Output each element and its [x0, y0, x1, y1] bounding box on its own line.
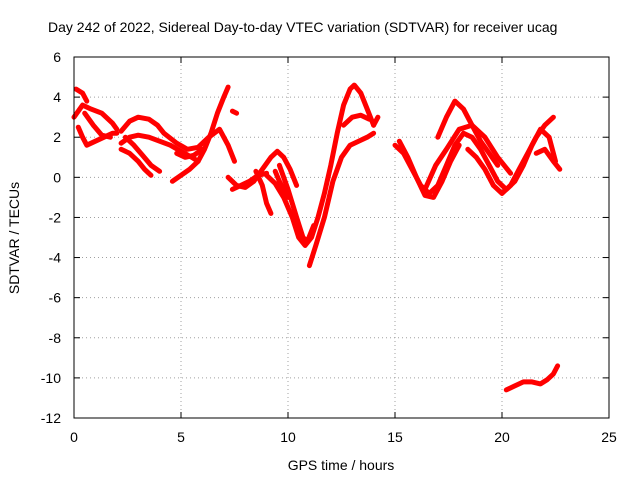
- y-tick-label: 6: [53, 49, 61, 65]
- y-tick-label: 2: [53, 129, 61, 145]
- series-track-w: [435, 98, 501, 168]
- series-track-r: [306, 130, 377, 269]
- y-tick-label: -12: [41, 410, 61, 426]
- series-track-o: [272, 168, 291, 200]
- series-track-low: [503, 363, 561, 393]
- series-track-p: [264, 82, 377, 248]
- grid: [74, 57, 609, 418]
- y-tick-label: -4: [49, 250, 62, 266]
- y-tick-label: -6: [49, 290, 62, 306]
- x-tick-label: 10: [280, 429, 296, 445]
- series-track-n: [253, 168, 274, 216]
- data-series: [71, 82, 563, 393]
- y-axis-label: SDTVAR / TECUs: [6, 182, 22, 294]
- x-tick-label: 0: [70, 429, 78, 445]
- series-track-s: [341, 112, 372, 128]
- y-tick-label: -10: [41, 370, 61, 386]
- series-track-q: [276, 162, 317, 244]
- series-track-z: [533, 146, 563, 172]
- y-tick-label: 0: [53, 169, 61, 185]
- series-track-d: [82, 110, 113, 140]
- series-track-m: [229, 170, 270, 192]
- series-track-j: [174, 146, 205, 160]
- y-tick-label: -2: [49, 209, 62, 225]
- series-track-g: [122, 134, 163, 174]
- tick-labels: 0 5 10 15 20 25 -12 -10 -8 -6 -4 -2 0 2 4 6: [41, 49, 617, 445]
- x-tick-label: 20: [494, 429, 510, 445]
- x-axis-label: GPS time / hours: [288, 457, 395, 473]
- axis-ticks: [73, 56, 610, 419]
- series-track-c: [75, 124, 120, 148]
- x-tick-label: 5: [177, 429, 185, 445]
- x-tick-label: 25: [601, 429, 617, 445]
- series-track-b: [73, 86, 90, 104]
- x-tick-label: 15: [387, 429, 403, 445]
- series-track-e: [118, 114, 237, 164]
- chart-title: Day 242 of 2022, Sidereal Day-to-day VTE…: [48, 19, 557, 35]
- y-tick-label: -8: [49, 330, 62, 346]
- series-track-v: [396, 138, 462, 200]
- series-track-y: [465, 114, 556, 196]
- series-track-x: [422, 122, 514, 192]
- plot-frame: [73, 56, 610, 419]
- series-track-t: [371, 114, 381, 128]
- series-track-k: [229, 108, 240, 116]
- series-track-a: [71, 102, 120, 132]
- series-track-f: [118, 146, 154, 178]
- y-tick-label: 4: [53, 89, 61, 105]
